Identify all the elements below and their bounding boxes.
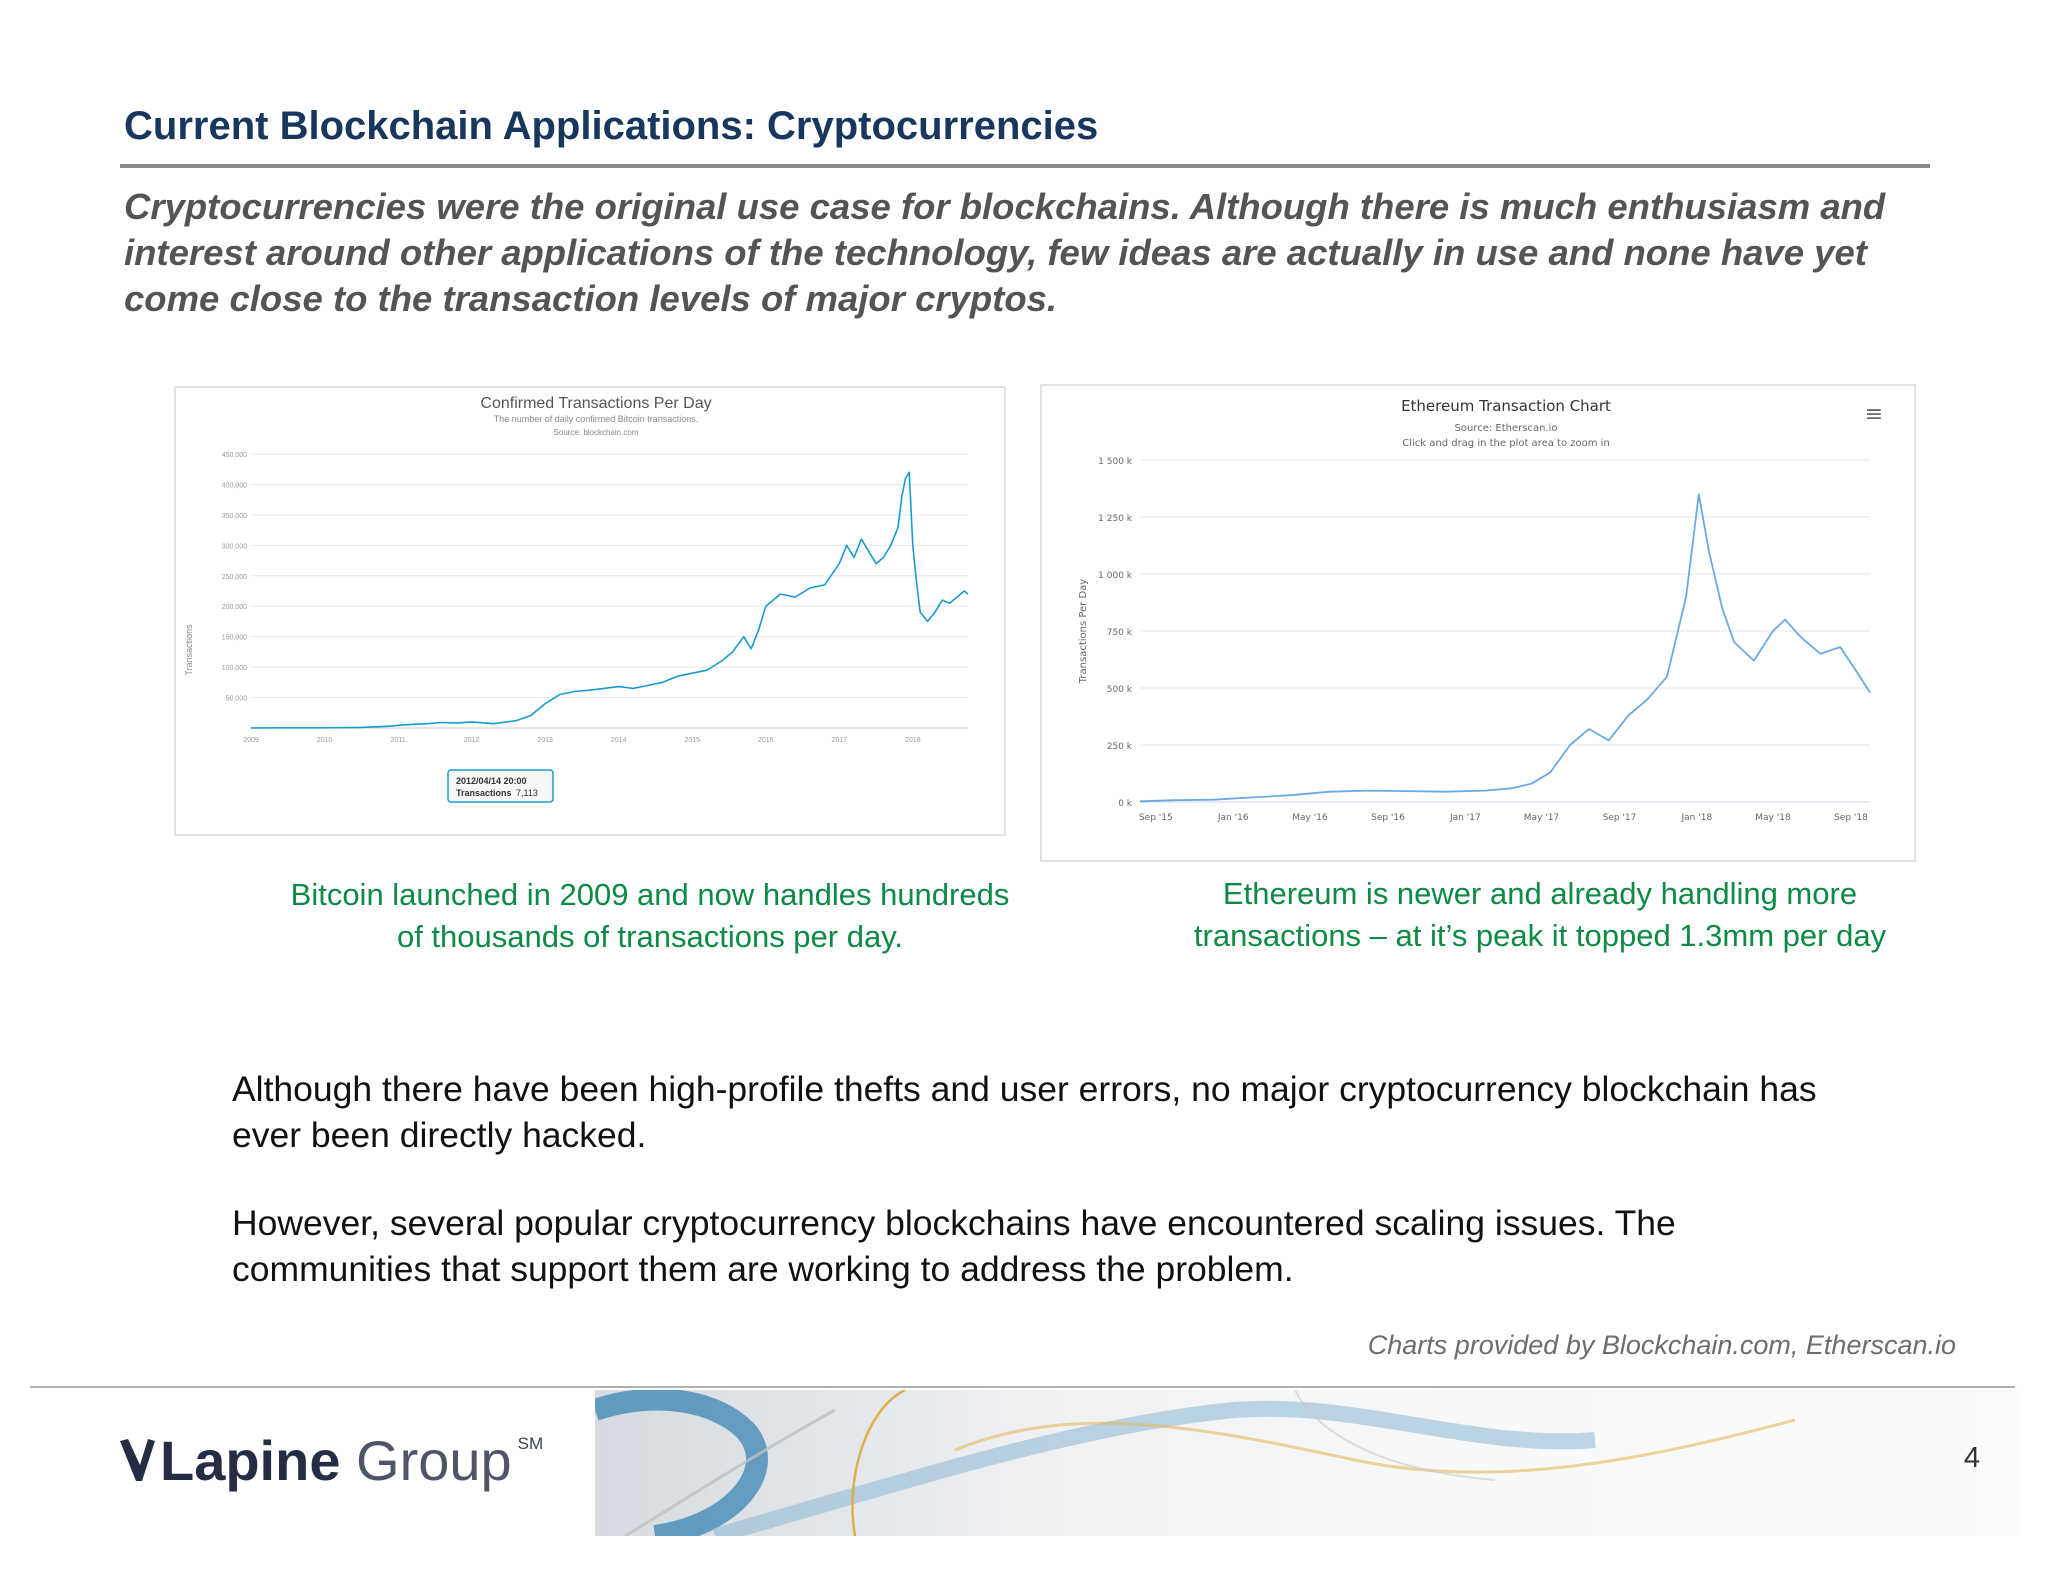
eth-y-axis-label: Transactions Per Day <box>1078 579 1089 685</box>
logo-text-lapine: Lapine <box>160 1429 341 1492</box>
lapine-logo-mark-icon <box>120 1439 155 1481</box>
eth-y-tick-label: 0 k <box>1118 799 1133 809</box>
btc-y-axis-label: Transactions <box>184 624 194 676</box>
eth-series-line <box>1139 493 1871 803</box>
btc-chart-source: Source: blockchain.com <box>554 428 639 437</box>
eth-x-tick-label: Sep '18 <box>1834 813 1868 823</box>
btc-x-tick-label: 2015 <box>684 737 700 744</box>
footer-divider <box>30 1386 2015 1388</box>
btc-y-tick-label: 200,000 <box>222 604 247 611</box>
btc-tooltip: 2012/04/14 20:00 Transactions 7,113 <box>447 769 554 803</box>
eth-x-tick-label: May '18 <box>1755 813 1791 823</box>
btc-tooltip-label: Transactions <box>456 788 512 798</box>
scaling-paragraph: However, several popular cryptocurrency … <box>232 1203 1676 1289</box>
eth-x-tick-label: Sep '15 <box>1139 813 1173 823</box>
logo-text-group: Group <box>340 1429 512 1492</box>
eth-x-tick-label: Jan '18 <box>1681 813 1713 823</box>
btc-series-line <box>250 471 969 729</box>
btc-x-tick-label: 2012 <box>464 737 480 744</box>
btc-tooltip-date: 2012/04/14 20:00 <box>456 776 527 786</box>
ethereum-chart-panel: Ethereum Transaction Chart Source: Ether… <box>1040 384 1916 862</box>
bitcoin-transactions-chart: Confirmed Transactions Per Day The numbe… <box>184 395 969 803</box>
btc-y-tick-label: 250,000 <box>222 574 247 581</box>
btc-x-tick-label: 2009 <box>243 737 259 744</box>
title-divider <box>120 164 1930 168</box>
btc-tooltip-box <box>447 769 554 803</box>
eth-y-tick-label: 750 k <box>1107 628 1133 638</box>
eth-y-tick-label: 1 250 k <box>1098 514 1133 524</box>
btc-x-tick-label: 2016 <box>758 737 774 744</box>
btc-x-tick-label: 2010 <box>317 737 333 744</box>
hacking-paragraph: Although there have been high-profile th… <box>232 1069 1817 1155</box>
eth-y-tick-label: 500 k <box>1107 685 1133 695</box>
eth-x-tick-label: Sep '16 <box>1371 813 1405 823</box>
btc-y-tick-label: 100,000 <box>222 665 247 672</box>
eth-chart-zoom-hint: Click and drag in the plot area to zoom … <box>1402 438 1610 449</box>
eth-y-tick-label: 1 500 k <box>1098 457 1133 467</box>
footer-swoosh-image <box>595 1390 1796 1536</box>
btc-chart-title: Confirmed Transactions Per Day <box>480 395 711 412</box>
eth-chart-source: Source: Etherscan.io <box>1455 423 1558 434</box>
logo-wordmark: Lapine Group <box>160 1426 512 1496</box>
btc-y-tick-label: 400,000 <box>222 482 247 489</box>
btc-y-tick-label: 350,000 <box>222 513 247 520</box>
logo-service-mark: SM <box>517 1434 544 1453</box>
btc-y-tick-label: 300,000 <box>222 543 247 550</box>
page-number: 4 <box>1963 1442 1980 1474</box>
eth-x-tick-label: May '17 <box>1524 813 1559 823</box>
eth-x-tick-label: May '16 <box>1292 813 1328 823</box>
btc-x-tick-label: 2014 <box>611 737 627 744</box>
footer-decorative-band <box>595 1390 2020 1536</box>
btc-x-tick-label: 2013 <box>537 737 553 744</box>
eth-y-tick-label: 250 k <box>1107 742 1133 752</box>
btc-tooltip-value: 7,113 <box>516 788 538 798</box>
eth-x-tick-label: Jan '16 <box>1217 813 1249 823</box>
eth-chart-title: Ethereum Transaction Chart <box>1401 397 1611 415</box>
bitcoin-chart-panel: Confirmed Transactions Per Day The numbe… <box>174 386 1006 836</box>
eth-y-tick-label: 1 000 k <box>1098 571 1133 581</box>
btc-y-tick-label: 50,000 <box>226 696 248 703</box>
bitcoin-caption: Bitcoin launched in 2009 and now handles… <box>290 877 1010 954</box>
btc-y-tick-label: 450,000 <box>222 452 247 459</box>
ethereum-transactions-chart: Ethereum Transaction Chart Source: Ether… <box>1078 397 1883 823</box>
hamburger-menu-icon[interactable]: ≡ <box>1865 402 1883 427</box>
eth-x-tick-label: Jan '17 <box>1449 813 1481 823</box>
eth-x-tick-label: Sep '17 <box>1603 813 1637 823</box>
btc-x-tick-label: 2017 <box>832 737 848 744</box>
slide-subtitle: Cryptocurrencies were the original use c… <box>124 186 1886 319</box>
btc-x-tick-label: 2011 <box>391 737 406 744</box>
chart-credits: Charts provided by Blockchain.com, Ether… <box>1367 1330 1956 1360</box>
btc-chart-subtitle: The number of daily confirmed Bitcoin tr… <box>494 414 699 424</box>
btc-x-tick-label: 2018 <box>905 737 921 744</box>
slide-title: Current Blockchain Applications: Cryptoc… <box>124 104 1099 148</box>
lapine-group-logo: Lapine Group SM <box>118 1426 543 1496</box>
btc-y-tick-label: 150,000 <box>222 635 247 642</box>
ethereum-caption: Ethereum is newer and already handling m… <box>1193 876 1887 953</box>
